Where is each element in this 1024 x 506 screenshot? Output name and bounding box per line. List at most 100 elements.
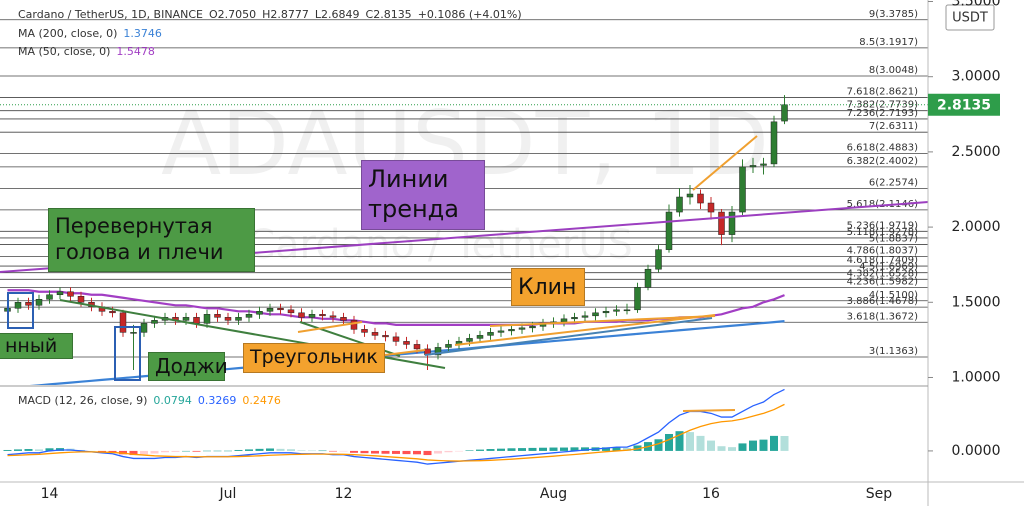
- candle-body: [382, 335, 389, 338]
- fib-label: 4.618(1.7409): [847, 255, 919, 266]
- fib-label: 8(3.0048): [869, 65, 918, 76]
- macd-histogram-bar: [602, 447, 610, 451]
- candle-body: [140, 323, 148, 333]
- x-tick-label: 16: [702, 486, 720, 502]
- macd-histogram-bar: [686, 432, 694, 451]
- macd-name: MACD (12, 26, close, 9): [18, 394, 148, 407]
- ma-value: 1.3746: [123, 27, 162, 40]
- macd-histogram-bar: [360, 450, 369, 454]
- macd-histogram-bar: [581, 447, 589, 451]
- annotation: Линии тренда: [361, 160, 485, 230]
- macd-histogram-bar: [518, 448, 526, 451]
- y-tick-label: 1.5000: [952, 294, 1001, 310]
- candle-body: [350, 320, 358, 330]
- candle-body: [392, 336, 400, 342]
- fib-label: 7(2.6311): [869, 121, 918, 132]
- macd-value: 0.3269: [197, 394, 237, 407]
- ohlc-value: H2.8777: [262, 8, 309, 21]
- ma-legend: MA (200, close, 0) 1.3746: [18, 27, 168, 40]
- candle-body: [623, 309, 631, 312]
- candle-body: [361, 329, 368, 333]
- candle-body: [245, 314, 253, 318]
- macd-histogram-bar: [560, 447, 568, 451]
- ohlc: O2.7050 H2.8777 L2.6849 C2.8135 +0.1086 (+4.…: [209, 8, 528, 21]
- fib-label: 4.382(1.6528): [847, 268, 919, 279]
- macd-histogram-bar: [161, 450, 169, 453]
- macd-histogram-bar: [507, 448, 516, 451]
- candle-body: [760, 163, 767, 166]
- y-tick-label: 2.0000: [952, 219, 1001, 235]
- trend-line: [692, 135, 758, 191]
- macd-histogram-bar: [413, 450, 421, 455]
- macd-line: [7, 388, 785, 465]
- candle-body: [256, 311, 263, 315]
- macd-histogram-bar: [612, 447, 621, 451]
- macd-histogram-bar: [150, 450, 159, 454]
- macd-histogram-bar: [182, 450, 190, 452]
- macd-histogram-bar: [728, 447, 736, 451]
- macd-histogram-bar: [665, 434, 673, 451]
- y-tick-label: 3.0000: [952, 69, 1001, 85]
- candle-body: [718, 211, 725, 235]
- candle-body: [571, 317, 578, 320]
- doji-box: [7, 292, 34, 329]
- candle-body: [655, 249, 662, 270]
- trend-line: [424, 317, 713, 356]
- fib-label: 5.236(1.9719): [847, 220, 919, 231]
- macd-histogram-bar: [203, 450, 211, 452]
- x-tick-label: 14: [41, 486, 59, 502]
- ma-value: 1.5478: [116, 45, 155, 58]
- candle-body: [151, 320, 158, 324]
- macd-histogram-bar: [476, 449, 484, 451]
- macd-histogram-bar: [266, 448, 274, 451]
- macd-histogram-bar: [98, 450, 106, 452]
- macd-histogram-bar: [497, 448, 505, 451]
- fib-label: 7.618(2.8621): [847, 86, 919, 97]
- candle-body: [214, 314, 221, 318]
- candle-body: [14, 302, 22, 309]
- ma-name: MA (50, close, 0): [18, 45, 111, 58]
- candle-body: [46, 294, 53, 300]
- fib-label: 5.618(2.1146): [847, 199, 919, 210]
- candle-body: [686, 193, 694, 198]
- macd-histogram-bar: [770, 435, 778, 451]
- candle-body: [634, 286, 641, 311]
- candle-body: [602, 311, 610, 314]
- candle-body: [697, 193, 704, 204]
- candle-body: [287, 309, 295, 314]
- macd-histogram-bar: [276, 448, 285, 451]
- candle-body: [25, 302, 32, 306]
- macd-histogram-bar: [234, 449, 243, 451]
- annotation: нный: [0, 333, 73, 359]
- candle-body: [728, 211, 736, 235]
- macd-histogram-bar: [329, 450, 337, 452]
- candle-body: [277, 308, 284, 311]
- fib-label: 9(3.3785): [869, 9, 918, 20]
- candle-body: [182, 317, 190, 321]
- currency: USDT: [952, 11, 988, 26]
- fib-label: 4(1.5100): [869, 290, 918, 301]
- trend-line: [297, 321, 363, 333]
- candle-body: [445, 344, 452, 348]
- x-tick-label: 12: [335, 486, 353, 502]
- macd-histogram-bar: [570, 447, 579, 451]
- candle-body: [308, 314, 316, 318]
- macd-histogram-bar: [402, 450, 411, 455]
- candle-body: [434, 347, 442, 356]
- x-tick-label: Aug: [540, 486, 567, 502]
- ohlc-value: L2.6849: [314, 8, 360, 21]
- candle-body: [329, 315, 337, 318]
- trend-line: [682, 409, 736, 412]
- ohlc-value: +0.1086 (+4.01%): [417, 8, 522, 21]
- ma-name: MA (200, close, 0): [18, 27, 118, 40]
- candle-body: [340, 317, 347, 321]
- fib-label: 7.236(2.7193): [847, 108, 919, 119]
- macd-histogram-bar: [486, 449, 495, 451]
- candle-body: [119, 312, 127, 333]
- candle-body: [193, 317, 200, 324]
- macd-value: 0.0794: [153, 394, 192, 407]
- macd-histogram-bar: [717, 446, 726, 451]
- candle-body: [560, 318, 568, 323]
- fib-label: 8.5(3.1917): [859, 37, 918, 48]
- annotation: Треугольник: [243, 343, 385, 373]
